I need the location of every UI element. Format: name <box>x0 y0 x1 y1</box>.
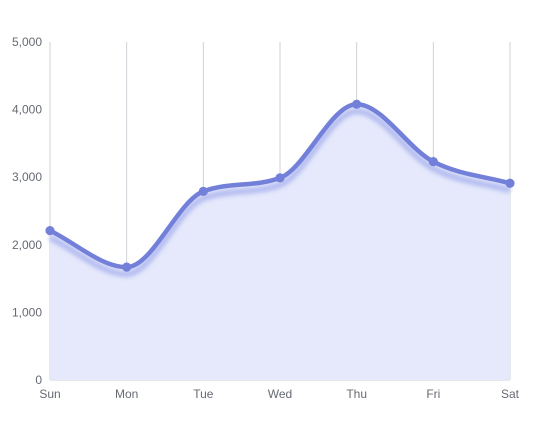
data-point-tue <box>198 186 208 196</box>
x-tick-label-sun: Sun <box>39 387 60 401</box>
data-point-sat <box>505 178 515 188</box>
x-tick-label-wed: Wed <box>268 387 292 401</box>
axis-layer: 0 1,000 2,000 3,000 4,000 5,000 Sun Mon Tue Wed Th… <box>12 35 520 401</box>
data-point-mon <box>122 262 132 272</box>
data-point-sun <box>45 226 55 236</box>
area-layer <box>50 104 510 380</box>
data-point-wed <box>275 173 285 183</box>
y-tick-label: 1,000 <box>12 305 42 319</box>
area-fill <box>50 104 510 380</box>
x-tick-label-mon: Mon <box>115 387 138 401</box>
data-point-thu <box>352 99 362 109</box>
y-tick-label: 4,000 <box>12 103 42 117</box>
x-tick-label-thu: Thu <box>346 387 367 401</box>
line-shadow <box>48 108 511 278</box>
y-tick-label: 3,000 <box>12 170 42 184</box>
y-tick-label: 0 <box>35 373 42 387</box>
y-tick-label: 2,000 <box>12 238 42 252</box>
x-tick-label-fri: Fri <box>426 387 440 401</box>
data-point-fri <box>428 157 438 167</box>
x-tick-label-sat: Sat <box>501 387 520 401</box>
x-tick-label-tue: Tue <box>193 387 214 401</box>
y-tick-label: 5,000 <box>12 35 42 49</box>
point-layer <box>45 99 515 272</box>
